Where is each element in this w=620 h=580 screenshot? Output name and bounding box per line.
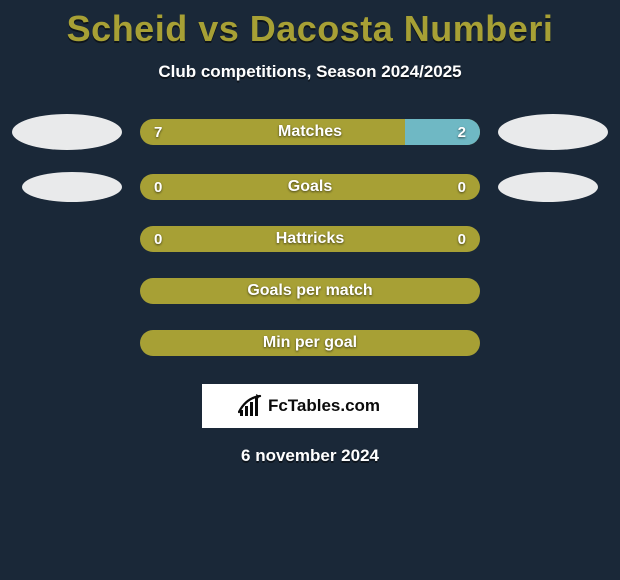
generation-date: 6 november 2024 xyxy=(241,446,379,466)
stat-bar-min-per-goal: Min per goal xyxy=(140,330,480,356)
row-spacer-right xyxy=(498,328,598,358)
row-spacer-left xyxy=(22,276,122,306)
avatar-right-placeholder xyxy=(498,172,598,202)
bar-right-fill xyxy=(405,119,480,145)
stat-label: Hattricks xyxy=(140,230,480,248)
stat-left-value: 7 xyxy=(154,124,162,141)
stat-label: Goals xyxy=(140,178,480,196)
comparison-infographic: Scheid vs Dacosta Numberi Club competiti… xyxy=(0,0,620,466)
page-subtitle: Club competitions, Season 2024/2025 xyxy=(158,62,461,82)
stat-row-goals: 0 Goals 0 xyxy=(0,172,620,202)
avatar-left-placeholder xyxy=(22,172,122,202)
fctables-bars-icon xyxy=(240,396,262,416)
stat-label: Goals per match xyxy=(140,282,480,300)
stat-row-min-per-goal: Min per goal xyxy=(0,328,620,358)
row-spacer-right xyxy=(498,224,598,254)
stat-right-value: 0 xyxy=(458,231,466,248)
stat-right-value: 2 xyxy=(458,124,466,141)
stat-bar-matches: 7 Matches 2 xyxy=(140,119,480,145)
stat-label: Min per goal xyxy=(140,334,480,352)
row-spacer-left xyxy=(22,224,122,254)
stat-bar-goals-per-match: Goals per match xyxy=(140,278,480,304)
stat-row-goals-per-match: Goals per match xyxy=(0,276,620,306)
stat-bar-goals: 0 Goals 0 xyxy=(140,174,480,200)
row-spacer-left xyxy=(22,328,122,358)
row-spacer-right xyxy=(498,276,598,306)
stat-left-value: 0 xyxy=(154,231,162,248)
stat-left-value: 0 xyxy=(154,179,162,196)
stats-rows: 7 Matches 2 0 Goals 0 0 Hattricks xyxy=(0,114,620,358)
avatar-left-placeholder xyxy=(12,114,122,150)
stat-row-matches: 7 Matches 2 xyxy=(0,114,620,150)
stat-bar-hattricks: 0 Hattricks 0 xyxy=(140,226,480,252)
stat-right-value: 0 xyxy=(458,179,466,196)
fctables-logo-text: FcTables.com xyxy=(268,396,380,416)
stat-row-hattricks: 0 Hattricks 0 xyxy=(0,224,620,254)
page-title: Scheid vs Dacosta Numberi xyxy=(67,8,554,50)
avatar-right-placeholder xyxy=(498,114,608,150)
fctables-logo: FcTables.com xyxy=(202,384,418,428)
